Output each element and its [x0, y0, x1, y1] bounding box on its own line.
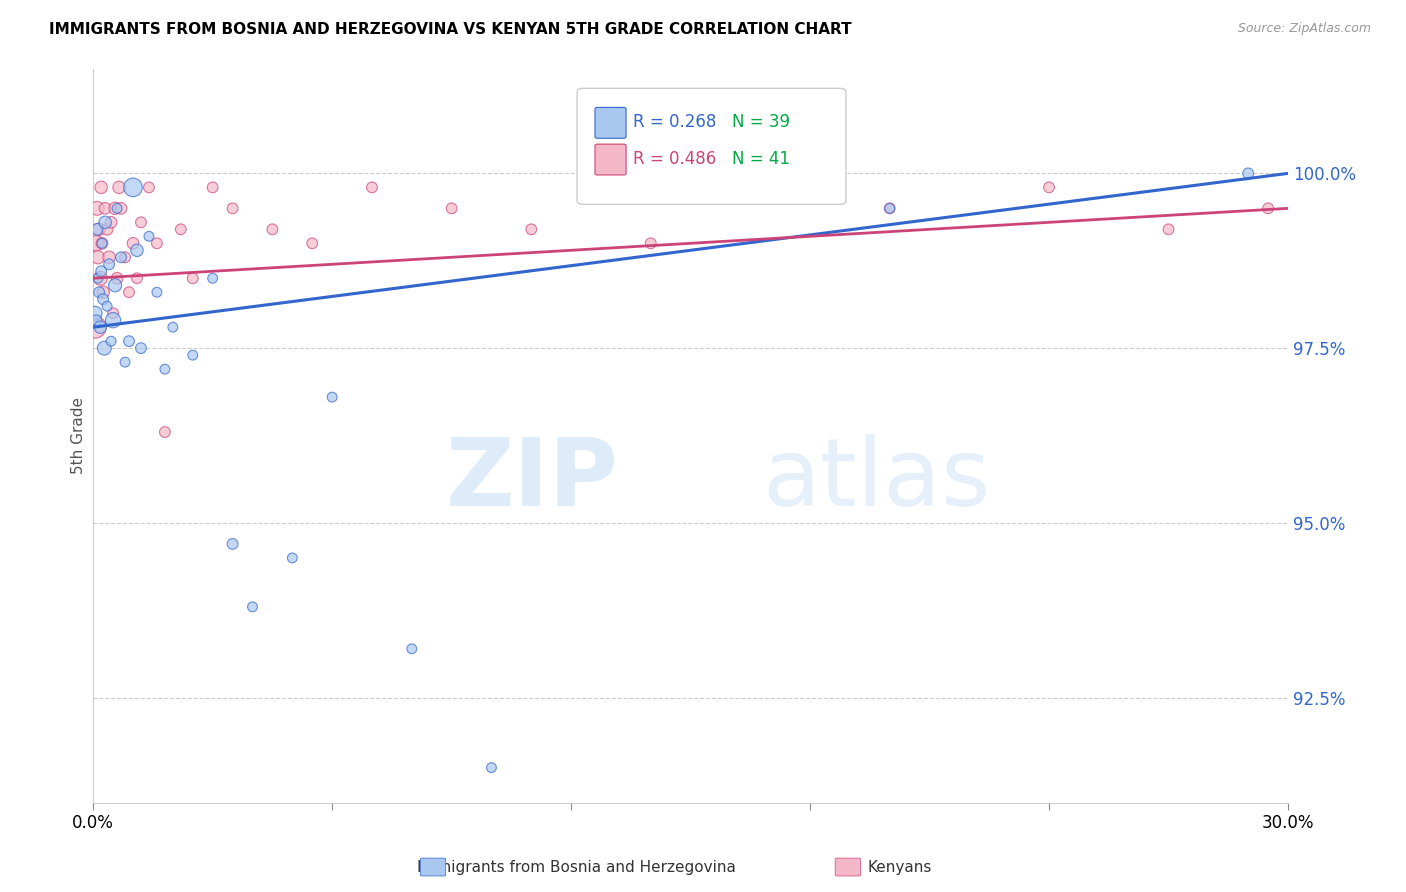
Point [321, 390, 343, 404]
Point [104, 278, 127, 293]
Point [114, 250, 136, 264]
Point [101, 313, 124, 327]
Point [181, 348, 204, 362]
Point [89, 271, 111, 285]
Point [110, 250, 132, 264]
Text: N = 39: N = 39 [733, 113, 790, 131]
Point [1157, 222, 1180, 236]
Point [98, 257, 121, 271]
Text: ZIP: ZIP [446, 434, 619, 525]
Point [153, 362, 176, 376]
FancyBboxPatch shape [595, 107, 626, 138]
Point [114, 355, 136, 369]
Point [84, 320, 107, 334]
Point [879, 202, 901, 216]
Point [93, 341, 115, 355]
Point [481, 761, 503, 775]
Point [89, 285, 111, 300]
Point [91, 285, 114, 300]
Y-axis label: 5th Grade: 5th Grade [72, 397, 86, 474]
Text: R = 0.268: R = 0.268 [633, 113, 717, 131]
Text: Immigrants from Bosnia and Herzegovina: Immigrants from Bosnia and Herzegovina [418, 860, 735, 874]
Point [153, 425, 176, 439]
Point [162, 320, 184, 334]
Point [118, 334, 141, 348]
Point [87, 271, 110, 285]
Point [98, 250, 121, 264]
Point [221, 202, 243, 216]
Text: R = 0.486: R = 0.486 [633, 150, 717, 168]
Point [440, 202, 463, 216]
Point [1038, 180, 1060, 194]
Text: Kenyans: Kenyans [868, 860, 932, 874]
Point [86, 313, 108, 327]
Point [1257, 202, 1279, 216]
Point [87, 250, 110, 264]
FancyBboxPatch shape [595, 145, 626, 175]
Point [301, 236, 323, 251]
Point [679, 166, 702, 180]
Point [108, 180, 131, 194]
Point [90, 264, 112, 278]
Point [600, 180, 623, 194]
Point [91, 292, 114, 306]
Point [105, 271, 128, 285]
Point [401, 641, 423, 656]
Point [122, 180, 145, 194]
Point [118, 285, 141, 300]
Point [84, 306, 107, 320]
Point [91, 236, 114, 251]
Point [640, 236, 662, 251]
Point [86, 202, 108, 216]
Point [94, 202, 117, 216]
Point [110, 202, 132, 216]
Point [89, 222, 111, 236]
Point [100, 215, 122, 229]
Point [181, 271, 204, 285]
Text: N = 41: N = 41 [733, 150, 790, 168]
Point [146, 236, 169, 251]
Point [129, 215, 152, 229]
Point [138, 229, 160, 244]
Point [86, 236, 108, 251]
Point [281, 550, 304, 565]
Point [879, 202, 901, 216]
Text: Source: ZipAtlas.com: Source: ZipAtlas.com [1237, 22, 1371, 36]
Point [221, 537, 243, 551]
Point [125, 271, 148, 285]
Point [520, 222, 543, 236]
Point [122, 236, 145, 251]
Point [101, 306, 124, 320]
Point [1237, 166, 1260, 180]
Point [129, 341, 152, 355]
Point [94, 215, 117, 229]
Point [242, 599, 264, 614]
Point [91, 236, 114, 251]
Point [361, 180, 384, 194]
Text: atlas: atlas [762, 434, 990, 525]
Point [86, 222, 108, 236]
Point [90, 180, 112, 194]
Point [89, 320, 111, 334]
Point [105, 202, 128, 216]
Point [146, 285, 169, 300]
Text: IMMIGRANTS FROM BOSNIA AND HERZEGOVINA VS KENYAN 5TH GRADE CORRELATION CHART: IMMIGRANTS FROM BOSNIA AND HERZEGOVINA V… [49, 22, 852, 37]
Point [170, 222, 193, 236]
Point [138, 180, 160, 194]
Point [100, 334, 122, 348]
Point [262, 222, 284, 236]
Point [201, 180, 224, 194]
Point [125, 244, 148, 258]
Point [104, 202, 127, 216]
Point [96, 222, 118, 236]
Point [96, 299, 118, 313]
FancyBboxPatch shape [576, 88, 846, 204]
Point [201, 271, 224, 285]
Point [759, 180, 782, 194]
